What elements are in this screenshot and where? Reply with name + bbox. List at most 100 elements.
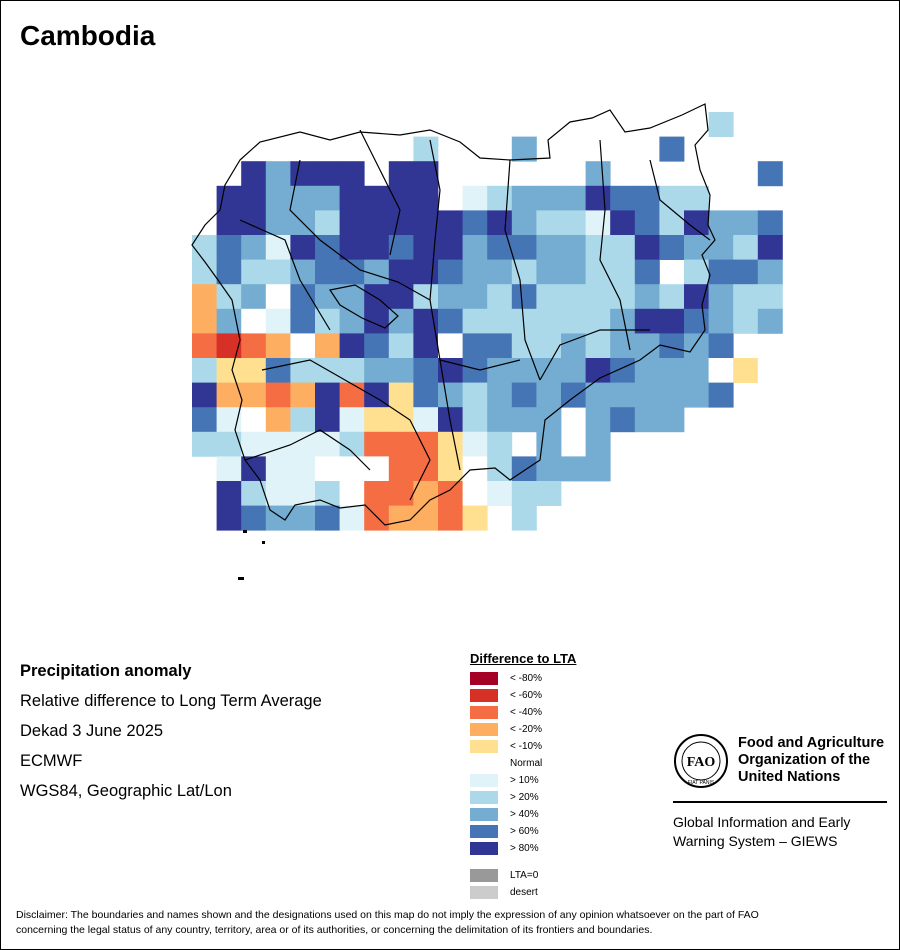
grid-cell [462,358,488,383]
province-border-8 [409,419,431,501]
grid-cell [634,185,660,211]
grid-cell [659,284,685,310]
legend-extra-items: LTA=0 desert [470,867,576,901]
legend-row: < -20% [470,721,576,738]
grid-cell [290,308,316,334]
grid-cell [487,284,513,310]
grid-cell [339,235,365,260]
grid-cell [733,210,759,236]
grid-cell [610,259,636,285]
grid-cell [462,235,488,260]
grid-cell [659,235,685,260]
grid-cell [241,235,267,260]
grid-cell [610,407,636,433]
grid-cell [265,382,291,408]
grid-cell [610,210,636,236]
legend-swatch [470,869,498,882]
grid-cell [487,382,513,408]
legend-label: LTA=0 [510,870,539,881]
grid-cell [511,456,537,482]
grid-cell [388,431,414,457]
grid-cell [757,308,783,334]
grid-cell [536,308,562,334]
grid-cell [216,210,242,236]
grid-cell [757,358,783,383]
grid-cell [634,382,660,408]
islands [238,530,265,580]
grid-cell [339,210,365,236]
grid-cell [413,284,439,310]
grid-cell [290,259,316,285]
legend-label: > 40% [510,809,539,820]
grid-cell [708,235,734,260]
grid-cell [733,284,759,310]
grid-cell [438,210,463,236]
info-heading: Precipitation anomaly [20,662,192,680]
grid-cell [388,358,414,383]
grid-cell [192,382,217,408]
grid-cell [290,456,316,482]
grid-cell [438,308,463,334]
grid-cell [388,481,414,506]
grid-cell [659,136,685,162]
grid-cell [339,505,365,531]
grid-cell [561,259,586,285]
grid-cell [315,431,340,457]
grid-cell [733,308,759,334]
grid-cell [708,333,734,359]
legend-label: Normal [510,758,543,769]
province-border-3 [504,159,541,381]
grid-cell [511,210,537,236]
legend-swatch [470,842,498,855]
legend-row: < -80% [470,670,576,687]
legend-row: LTA=0 [470,867,576,884]
grid-cell [511,136,537,162]
grid-cell [708,308,734,334]
info-line-3: ECMWF [20,752,83,770]
legend: Difference to LTA < -80% < -60% < -40% < -2… [470,651,576,901]
grid-cell [511,407,537,433]
grid-cell [241,333,267,359]
grid-cell [413,407,439,433]
legend-row: < -60% [470,687,576,704]
grid-cell [536,456,562,482]
grid-cell [585,284,611,310]
giews-line-2: Warning System – GIEWS [673,833,838,849]
grid-cell [290,505,316,531]
grid-cell [241,505,267,531]
grid-cell [462,407,488,433]
grid-cell [536,407,562,433]
grid-cell [511,382,537,408]
legend-row: < -10% [470,738,576,755]
grid-cell [438,382,463,408]
grid-cell [536,382,562,408]
info-line-1: Relative difference to Long Term Average [20,692,322,710]
grid-cell [265,210,291,236]
grid-cell [610,382,636,408]
grid-cell [265,333,291,359]
grid-cell [315,481,340,506]
grid-cell [265,358,291,383]
legend-swatch [470,740,498,753]
grid-cell [315,259,340,285]
grid-cell [413,185,439,211]
grid-cell [364,456,390,482]
grid-cell [462,308,488,334]
grid-cell [216,481,242,506]
grid-cell [585,185,611,211]
grid-cell [241,358,267,383]
grid-cell [684,284,709,310]
grid-cell [659,382,685,408]
grid-cell [659,210,685,236]
grid-cell [413,505,439,531]
grid-cell [585,456,611,482]
legend-label: < -20% [510,724,542,735]
grid-cell [511,259,537,285]
grid-cell [511,505,537,531]
grid-cell [708,358,734,383]
grid-cell [315,333,340,359]
grid-cell [462,382,488,408]
legend-swatch [470,672,498,685]
grid-cell [216,259,242,285]
grid-cell [708,112,734,137]
